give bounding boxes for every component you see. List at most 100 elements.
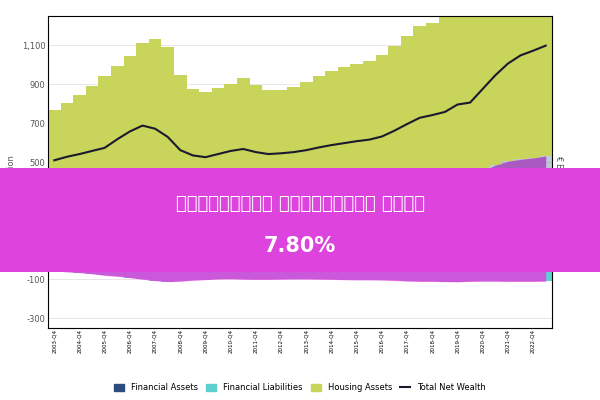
Bar [464,8,476,179]
Bar [250,260,262,280]
Bar [275,209,287,260]
Bar [61,260,73,272]
Bar [376,55,388,200]
Bar [376,200,388,260]
Bar [98,210,111,260]
Bar [224,260,237,279]
Bar [527,260,539,281]
Bar [187,260,199,280]
Bar [451,7,464,181]
Bar [48,260,61,271]
Bar [86,86,98,212]
Bar [262,90,275,210]
Bar [451,260,464,282]
Bar [224,84,237,210]
Bar [224,210,237,260]
Bar [464,179,476,260]
Bar [111,260,124,276]
Bar [527,158,539,260]
Bar [187,214,199,260]
Bar [136,204,149,260]
Bar [300,207,313,260]
Bar [73,213,86,260]
Bar [237,260,250,279]
Bar [325,204,338,260]
Bar [464,260,476,281]
Bar [313,260,325,279]
Bar [161,210,174,260]
Bar [338,260,350,280]
Bar [514,260,527,281]
Bar [275,90,287,209]
Bar [73,260,86,273]
Bar [161,260,174,282]
Bar [363,61,376,202]
Bar [363,202,376,260]
Bar [413,26,426,188]
Bar [527,0,539,158]
Bar [476,171,489,260]
Bar [439,16,451,185]
Bar [199,213,212,260]
Bar [476,260,489,281]
Bar [300,82,313,207]
Bar [502,161,514,260]
Legend: Financial Assets, Financial Liabilities, Housing Assets, Total Net Wealth: Financial Assets, Financial Liabilities,… [111,380,489,396]
Bar [199,260,212,280]
Bar [149,206,161,260]
Bar [313,76,325,206]
Bar [237,78,250,208]
Bar [401,36,413,192]
Bar [451,181,464,260]
Text: € Billion: € Billion [7,155,17,189]
Bar [287,208,300,260]
Bar [187,89,199,214]
Bar [376,260,388,280]
Bar [250,209,262,260]
Bar [212,88,224,211]
Bar [86,212,98,260]
Bar [489,0,502,165]
Bar [325,71,338,204]
Bar [401,192,413,260]
Bar [388,196,401,260]
Bar [514,0,527,159]
Bar [174,75,187,212]
Bar [338,66,350,204]
Bar [124,56,136,206]
Bar [350,203,363,260]
Bar [199,92,212,213]
Bar [149,260,161,281]
Bar [136,260,149,279]
Bar [539,260,552,281]
Bar [502,260,514,281]
Bar [426,187,439,260]
Bar [350,64,363,203]
Y-axis label: € Billion: € Billion [554,155,563,189]
Bar [124,260,136,278]
Bar [124,206,136,260]
Bar [300,260,313,279]
Bar [489,260,502,281]
Bar [174,212,187,260]
Bar [262,260,275,280]
Bar [514,159,527,260]
Bar [439,260,451,282]
Bar [539,156,552,260]
Bar [111,66,124,208]
Bar [350,260,363,280]
Bar [212,260,224,279]
Bar [325,260,338,280]
Bar [262,210,275,260]
Bar [237,208,250,260]
Bar [476,0,489,171]
Bar [48,110,61,217]
Bar [413,260,426,281]
Text: 炒股怎么加杠杆资金 安奈特保险盘中异动 股价大跌: 炒股怎么加杠杆资金 安奈特保险盘中异动 股价大跌 [176,196,425,214]
Bar [61,103,73,215]
Bar [489,165,502,260]
Text: 7.80%: 7.80% [264,236,336,256]
Bar [86,260,98,274]
Bar [338,204,350,260]
Bar [250,85,262,209]
